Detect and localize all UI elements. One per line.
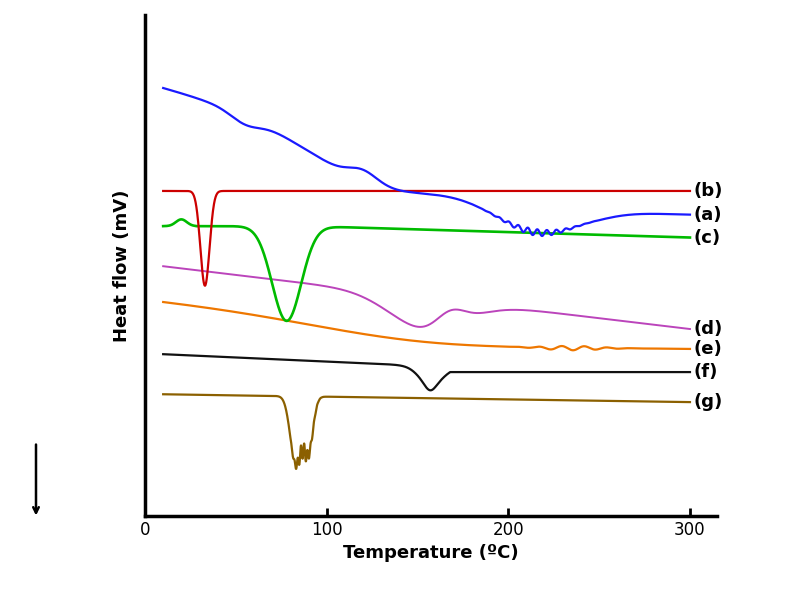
- X-axis label: Temperature (ºC): Temperature (ºC): [343, 544, 519, 562]
- Y-axis label: Heat flow (mV): Heat flow (mV): [113, 189, 131, 342]
- Text: (d): (d): [694, 320, 723, 338]
- Text: (e): (e): [694, 340, 722, 358]
- Text: (a): (a): [694, 206, 722, 224]
- Text: (b): (b): [694, 182, 723, 200]
- Text: (g): (g): [694, 393, 723, 411]
- Text: (c): (c): [694, 229, 721, 247]
- Text: (f): (f): [694, 363, 718, 381]
